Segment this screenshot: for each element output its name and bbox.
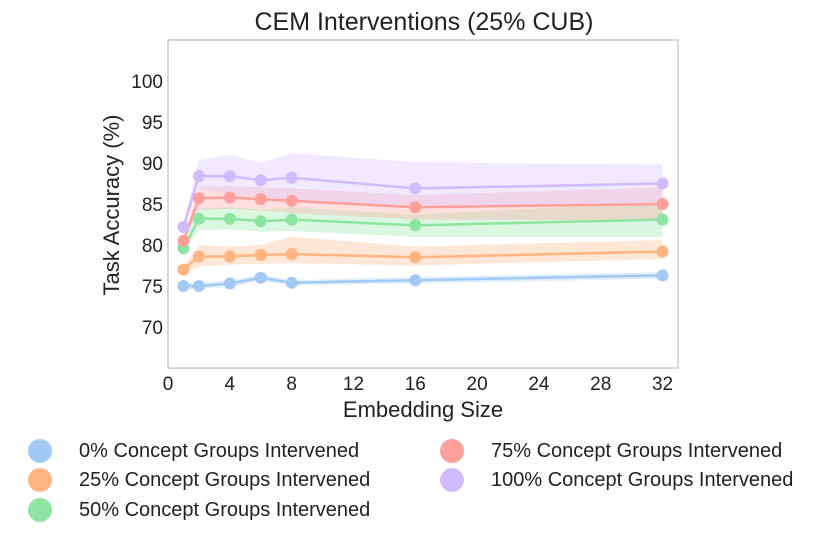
data-point <box>285 194 298 207</box>
y-tick-label: 90 <box>142 154 163 175</box>
confidence-bands <box>183 153 663 290</box>
data-point <box>254 193 267 206</box>
data-point <box>409 251 422 264</box>
confidence-band-4 <box>183 153 663 231</box>
x-tick-label: 8 <box>286 374 297 395</box>
x-tick-label: 20 <box>467 374 488 395</box>
data-point <box>254 271 267 284</box>
data-point <box>656 269 669 282</box>
data-point <box>223 191 236 204</box>
y-tick-label: 85 <box>142 195 163 216</box>
data-point <box>285 213 298 226</box>
x-tick-label: 12 <box>343 374 364 395</box>
series-points <box>177 170 669 292</box>
data-point <box>223 277 236 290</box>
data-point <box>409 274 422 287</box>
x-tick-label: 32 <box>652 374 673 395</box>
x-axis-label: Embedding Size <box>343 397 503 422</box>
data-point <box>656 177 669 190</box>
data-point <box>254 174 267 187</box>
data-point <box>254 248 267 261</box>
x-axis-ticks: 0 4 8 12 16 20 24 28 32 <box>163 374 673 395</box>
data-point <box>409 201 422 214</box>
plot-frame <box>167 39 679 369</box>
data-point <box>223 250 236 263</box>
y-tick-label: 75 <box>142 277 163 298</box>
y-tick-label: 80 <box>142 236 163 257</box>
data-point <box>192 250 205 263</box>
data-point <box>177 234 190 247</box>
data-point <box>409 182 422 195</box>
data-point <box>409 219 422 232</box>
y-axis-label: Task Accuracy (%) <box>99 115 124 296</box>
data-point <box>177 263 190 276</box>
data-point <box>254 215 267 228</box>
chart-title: CEM Interventions (25% CUB) <box>254 8 593 36</box>
data-point <box>656 245 669 258</box>
data-point <box>192 212 205 225</box>
data-point <box>656 213 669 226</box>
x-tick-label: 16 <box>405 374 426 395</box>
confidence-band-2 <box>183 202 663 252</box>
data-point <box>285 276 298 289</box>
data-point <box>177 220 190 233</box>
y-tick-label: 100 <box>131 72 163 93</box>
data-point <box>192 170 205 183</box>
data-point <box>285 248 298 261</box>
x-tick-label: 0 <box>163 374 174 395</box>
data-point <box>192 280 205 292</box>
data-point <box>192 192 205 205</box>
data-point <box>285 171 298 184</box>
data-point <box>223 170 236 183</box>
x-tick-label: 24 <box>528 374 550 395</box>
y-tick-label: 70 <box>142 318 163 339</box>
data-point <box>177 280 190 292</box>
data-point <box>656 198 669 210</box>
y-axis-ticks: 70 75 80 85 90 95 100 <box>131 72 163 339</box>
confidence-band-1 <box>183 236 663 273</box>
data-point <box>223 212 236 225</box>
y-tick-label: 95 <box>142 113 163 134</box>
x-tick-label: 28 <box>590 374 611 395</box>
x-tick-label: 4 <box>225 374 236 395</box>
